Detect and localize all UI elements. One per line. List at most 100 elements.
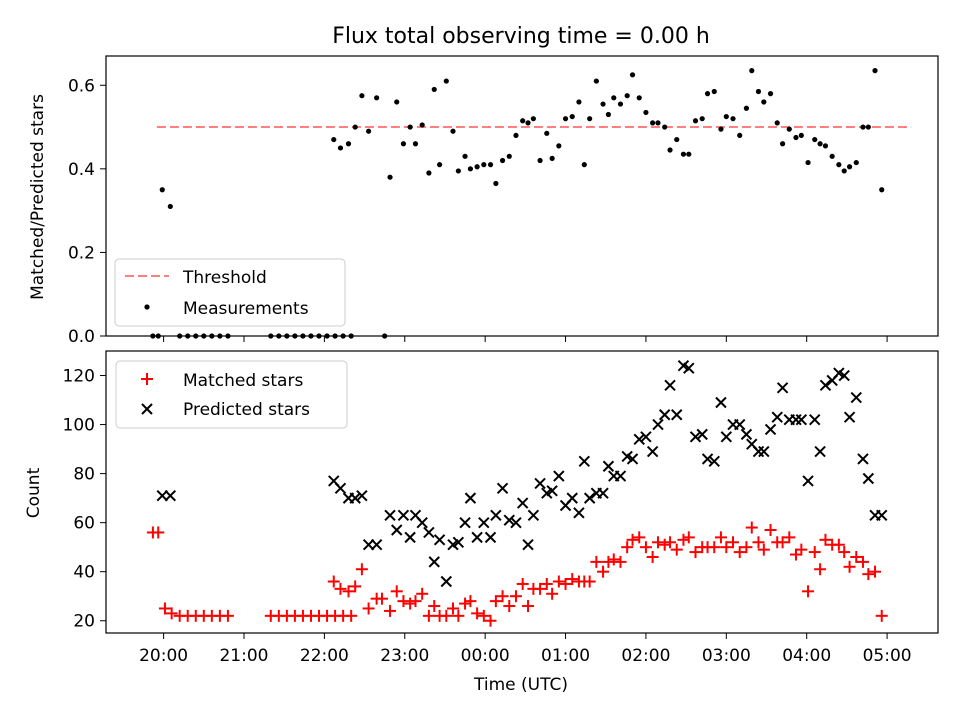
measurement-point: [506, 153, 512, 159]
matched-star-point: [720, 541, 733, 554]
measurement-point: [829, 153, 835, 159]
measurement-point: [345, 141, 352, 147]
matched-star-point: [590, 555, 603, 568]
measurement-point: [822, 143, 829, 149]
measurement-point: [774, 120, 780, 126]
matched-star-point: [727, 536, 740, 549]
measurement-point: [499, 157, 506, 164]
measurement-point: [544, 130, 550, 136]
measurement-point: [711, 88, 717, 95]
predicted-star-point: [646, 445, 659, 458]
matched-star-point: [802, 585, 815, 598]
measurement-point: [487, 162, 494, 168]
matched-star-point: [334, 582, 347, 595]
matched-star-point: [503, 600, 516, 613]
matched-star-point: [597, 565, 610, 578]
matched-star-point: [708, 541, 721, 554]
predicted-star-point: [734, 418, 746, 431]
measurement-points: [150, 68, 885, 339]
measurement-point: [879, 187, 885, 193]
measurement-point: [474, 164, 480, 170]
measurement-point: [600, 101, 606, 107]
matched-star-point: [602, 555, 615, 568]
predicted-star-point: [764, 423, 777, 436]
measurement-point: [779, 141, 786, 147]
predicted-star-point: [404, 531, 416, 544]
measurement-point: [374, 95, 380, 101]
measurement-point: [650, 120, 656, 126]
measurement-point: [431, 86, 437, 93]
predicted-star-point: [428, 556, 440, 568]
matched-star-point: [862, 568, 875, 581]
measurement-point: [872, 68, 878, 74]
matched-star-point: [651, 536, 664, 549]
matched-star-point: [349, 580, 362, 593]
measurement-point: [467, 166, 474, 172]
x-tick-label: 20:00: [139, 646, 188, 666]
predicted-star-point: [862, 472, 875, 485]
matched-star-point: [327, 575, 340, 588]
matched-star-point: [452, 609, 465, 622]
matched-star-point: [397, 595, 410, 608]
top-y-tick-label: 0.6: [68, 76, 95, 96]
predicted-star-point: [471, 531, 483, 544]
predicted-star-point: [771, 411, 783, 423]
predicted-star-point: [578, 455, 591, 468]
predicted-star-point: [838, 369, 850, 382]
top-y-tick-label: 0.0: [68, 327, 95, 347]
matched-star-point: [165, 607, 178, 620]
top-x-ticks: [163, 336, 888, 342]
matched-star-point: [384, 604, 397, 617]
measurement-point: [549, 155, 555, 161]
x-tick-label: 22:00: [300, 646, 349, 666]
matched-star-point: [714, 531, 727, 544]
measurement-point: [836, 162, 842, 168]
measurement-point: [437, 162, 443, 168]
top-legend-box: [114, 258, 346, 327]
matched-star-point: [342, 585, 355, 598]
legend-measurements-marker: [144, 304, 150, 310]
x-tick-label: 05:00: [863, 646, 912, 666]
matched-star-point: [447, 602, 460, 615]
matched-star-point: [814, 563, 827, 576]
legend-matched-marker: [141, 373, 153, 385]
predicted-star-point: [553, 470, 565, 482]
measurement-point: [674, 136, 680, 143]
predicted-star-point: [720, 431, 733, 443]
measurement-point: [662, 124, 668, 130]
matched-star-point: [152, 526, 165, 539]
measurement-point: [587, 116, 593, 122]
predicted-star-point: [664, 379, 676, 392]
measurement-point: [581, 162, 587, 168]
bottom-y-tick-label: 120: [63, 367, 95, 387]
bottom-legend-box: [115, 360, 348, 429]
matched-star-point: [409, 595, 422, 608]
predicted-star-point: [876, 509, 888, 522]
x-tick-label: 03:00: [702, 646, 751, 666]
measurement-point: [365, 128, 372, 134]
measurement-point: [513, 132, 519, 139]
measurement-point: [394, 99, 400, 105]
matched-star-point: [664, 536, 677, 549]
measurement-point: [865, 124, 871, 130]
predicted-star-point: [484, 531, 497, 544]
matched-star-point: [464, 595, 477, 608]
measurement-point: [767, 91, 774, 97]
measurement-point: [611, 95, 617, 101]
measurement-point: [167, 203, 173, 210]
matched-star-point: [540, 577, 553, 590]
matched-star-point: [362, 602, 375, 615]
top-y-ticks: 0.0 0.2 0.4 0.6: [68, 76, 106, 347]
predicted-star-point: [510, 516, 522, 529]
predicted-star-point: [397, 509, 410, 522]
matched-star-point: [633, 531, 646, 544]
measurement-point: [493, 180, 499, 187]
predicted-star-point: [583, 492, 596, 504]
matched-star-point: [566, 573, 579, 586]
matched-star-point: [764, 524, 777, 537]
measurement-point: [520, 118, 526, 124]
measurement-point: [749, 68, 755, 74]
matched-star-point: [428, 600, 441, 613]
measurement-point: [407, 124, 413, 130]
